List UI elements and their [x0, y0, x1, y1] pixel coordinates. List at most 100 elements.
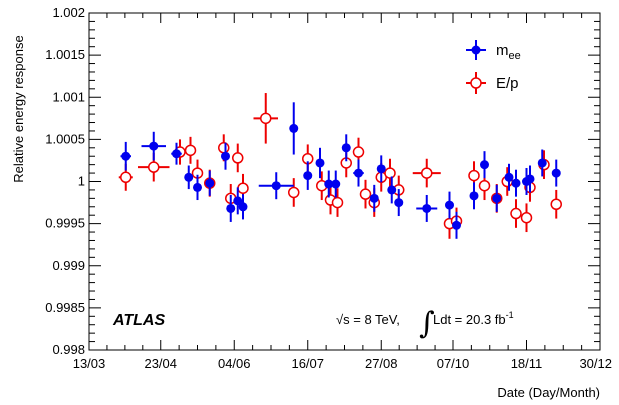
data-point: [221, 142, 230, 170]
marker-open: [260, 112, 272, 125]
marker-open: [237, 182, 249, 194]
atlas-label: ATLAS: [112, 312, 165, 329]
x-tick-label: 07/10: [437, 356, 470, 371]
data-point: [253, 93, 278, 144]
marker-open: [359, 188, 372, 200]
data-point: [445, 191, 454, 219]
marker-filled: [452, 220, 461, 230]
data-point: [233, 187, 243, 215]
y-axis-label: Relative energy response: [11, 35, 26, 182]
data-point: [184, 136, 197, 164]
data-point: [315, 147, 325, 179]
data-point: [387, 176, 397, 204]
data-point: [138, 152, 170, 182]
x-tick-label: 04/06: [218, 356, 251, 371]
marker-filled: [445, 200, 454, 210]
data-point: [525, 165, 535, 193]
marker-filled: [172, 149, 181, 159]
marker-filled: [504, 172, 514, 182]
y-tick-label: 1.0005: [45, 131, 85, 146]
x-tick-label: 16/07: [291, 356, 324, 371]
data-point: [359, 179, 372, 209]
legend-label-ep: E/p: [496, 75, 519, 92]
data-point: [551, 159, 561, 187]
marker-filled: [376, 164, 386, 174]
series-mee: [120, 102, 561, 239]
y-tick-label: 0.998: [52, 342, 85, 357]
data-point: [510, 199, 522, 228]
data-point: [394, 189, 404, 217]
x-tick-label: 13/03: [73, 356, 106, 371]
data-point: [118, 163, 133, 191]
data-point: [120, 141, 131, 171]
data-point: [492, 184, 502, 212]
x-tick-label: 27/08: [365, 356, 398, 371]
integral-sign: ∫: [419, 306, 435, 341]
marker-open: [288, 186, 300, 199]
x-tick-label: 23/04: [144, 356, 177, 371]
marker-filled: [221, 151, 230, 161]
data-point: [238, 194, 248, 220]
data-point: [452, 211, 461, 239]
y-tick-label: 1.001: [52, 89, 85, 104]
marker-open: [232, 152, 244, 164]
marker-filled: [551, 168, 561, 178]
marker-open: [120, 171, 132, 184]
marker-filled: [480, 160, 489, 170]
data-point: [289, 102, 299, 155]
marker-filled: [184, 172, 194, 182]
marker-filled: [233, 196, 243, 206]
legend: mee E/p: [466, 40, 521, 94]
data-point: [205, 170, 215, 196]
data-point: [341, 134, 351, 162]
data-point: [288, 178, 300, 207]
x-axis-ticks: 13/03 23/04 04/06 16/07 27/08 07/10 18/11 30/12: [73, 13, 612, 371]
marker-filled: [422, 203, 432, 213]
legend-marker-ep: [466, 72, 486, 94]
marker-filled: [324, 179, 334, 189]
legend-label-mee: mee: [496, 42, 521, 62]
data-point: [412, 158, 441, 188]
marker-filled: [226, 203, 236, 213]
y-axis-ticks: 0.998 0.9985 0.999 0.9995 1 1.0005 1.001 1.0015…: [45, 5, 600, 357]
data-point: [232, 143, 244, 173]
y-tick-label: 1.0015: [45, 47, 85, 62]
marker-filled: [394, 198, 404, 208]
marker-open: [421, 167, 433, 179]
marker-filled: [289, 123, 299, 133]
marker-open: [468, 169, 480, 182]
y-tick-label: 0.9995: [45, 216, 85, 231]
data-point: [537, 149, 547, 177]
energy-annotation: √s = 8 TeV,: [336, 312, 400, 327]
data-point: [416, 194, 438, 222]
marker-open: [384, 167, 396, 179]
marker-open: [520, 211, 533, 224]
x-tick-label: 30/12: [579, 356, 612, 371]
data-point: [331, 170, 341, 198]
marker-filled: [492, 193, 502, 203]
marker-filled: [354, 168, 363, 178]
x-tick-label: 18/11: [511, 356, 543, 371]
marker-filled: [238, 202, 248, 212]
y-tick-label: 0.9985: [45, 300, 85, 315]
marker-filled: [315, 158, 325, 168]
data-point: [384, 158, 396, 188]
y-tick-label: 1.002: [52, 5, 85, 20]
lumi-annotation: Ldt = 20.3 fb-1: [433, 310, 514, 327]
marker-filled: [341, 143, 351, 153]
data-point: [504, 163, 514, 191]
data-point: [237, 173, 249, 203]
data-point: [324, 170, 334, 198]
plot-frame: [88, 12, 601, 351]
legend-label-mee-sub: ee: [509, 50, 521, 62]
marker-filled: [331, 179, 341, 189]
marker-filled: [511, 178, 521, 188]
data-point: [193, 174, 202, 201]
marker-open: [550, 198, 562, 210]
marker-filled: [149, 141, 159, 151]
x-axis-label: Date (Day/Month): [497, 385, 600, 400]
data-point: [369, 184, 379, 212]
data-point: [226, 194, 236, 222]
data-point: [141, 131, 166, 161]
